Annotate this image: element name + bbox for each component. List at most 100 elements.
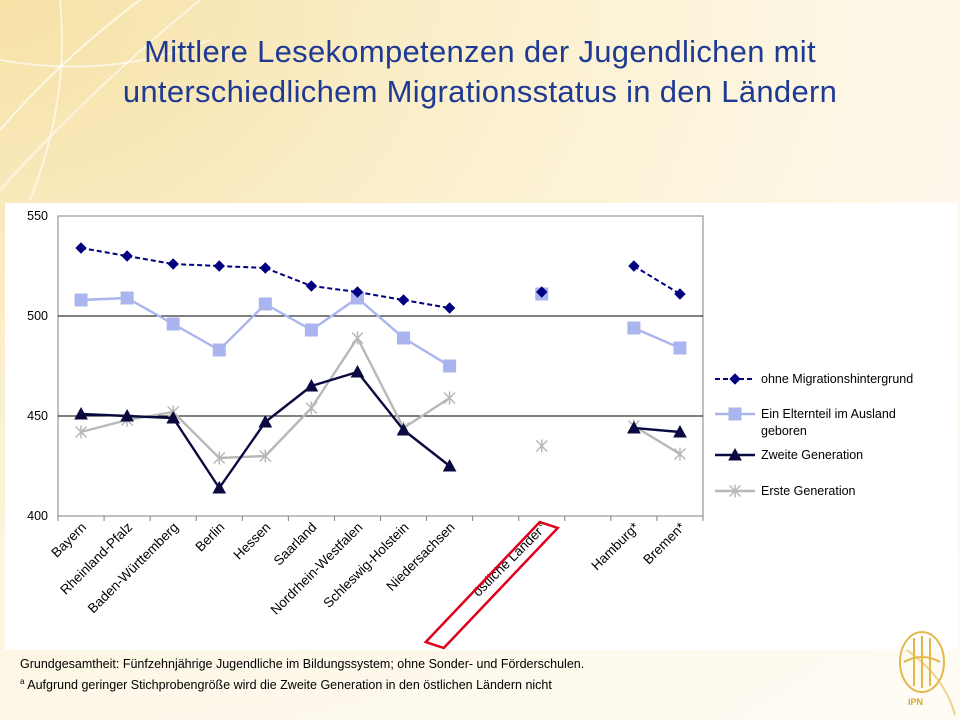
- legend-label: geboren: [761, 424, 807, 438]
- line-chart: 400450500550BayernRheinland-PfalzBaden-W…: [27, 209, 913, 650]
- footnote: Grundgesamtheit: Fünfzehnjährige Jugendl…: [20, 656, 920, 694]
- data-point-erste-generation: [443, 391, 456, 405]
- series-line-ohne-migrationshintergrund: [633, 265, 681, 295]
- y-tick-label: 550: [27, 209, 48, 223]
- series-line-erste-generation: [633, 424, 681, 456]
- data-point-ohne-migrationshintergrund: [213, 260, 225, 272]
- series-line-ohne-migrationshintergrund: [403, 299, 450, 309]
- series-line-ein-elternteil-im-ausland-geboren: [310, 297, 359, 331]
- legend-marker-ein-elternteil-im-ausland-geboren: [728, 407, 742, 421]
- legend-label: Erste Generation: [761, 484, 856, 498]
- series-line-zweite-generation: [264, 385, 313, 423]
- footnote-line-1: Grundgesamtheit: Fünfzehnjährige Jugendl…: [20, 657, 585, 671]
- data-point-ein-elternteil-im-ausland-geboren: [166, 317, 180, 331]
- data-point-ein-elternteil-im-ausland-geboren: [627, 321, 641, 335]
- legend-marker-ohne-migrationshintergrund: [729, 373, 741, 385]
- series-line-ohne-migrationshintergrund: [357, 291, 404, 301]
- data-point-ein-elternteil-im-ausland-geboren: [673, 341, 687, 355]
- series-line-ohne-migrationshintergrund: [311, 285, 358, 293]
- data-point-ohne-migrationshintergrund: [628, 260, 640, 272]
- data-point-ohne-migrationshintergrund: [443, 302, 456, 314]
- series-line-erste-generation: [264, 407, 313, 457]
- series-line-ohne-migrationshintergrund: [80, 247, 128, 257]
- series-line-ein-elternteil-im-ausland-geboren: [633, 326, 681, 350]
- series-line-erste-generation: [172, 411, 221, 459]
- series-line-ein-elternteil-im-ausland-geboren: [264, 302, 312, 332]
- ipn-logo: [899, 631, 945, 693]
- data-point-erste-generation: [535, 439, 548, 453]
- footnote-marker: a: [20, 677, 25, 686]
- data-point-zweite-generation: [442, 458, 457, 472]
- series-line-ein-elternteil-im-ausland-geboren: [218, 303, 267, 351]
- data-point-ohne-migrationshintergrund: [167, 258, 179, 270]
- legend-marker-zweite-generation: [728, 447, 742, 461]
- series-line-erste-generation: [402, 396, 451, 430]
- series-line-zweite-generation: [356, 371, 405, 431]
- title-line-1: Mittlere Lesekompetenzen der Jugendliche…: [144, 34, 816, 69]
- series-line-zweite-generation: [127, 414, 174, 420]
- series-line-ein-elternteil-im-ausland-geboren: [356, 297, 405, 339]
- data-point-ein-elternteil-im-ausland-geboren: [120, 291, 134, 305]
- series-line-zweite-generation: [172, 417, 221, 489]
- x-tick-label: Hamburg*: [588, 519, 642, 573]
- data-point-ohne-migrationshintergrund: [674, 288, 686, 300]
- data-point-ohne-migrationshintergrund: [397, 294, 410, 306]
- data-point-ein-elternteil-im-ausland-geboren: [74, 293, 88, 307]
- x-tick-label: Schleswig-Holstein: [320, 520, 411, 611]
- page-title: Mittlere Lesekompetenzen der Jugendliche…: [0, 32, 960, 112]
- series-line-erste-generation: [80, 418, 128, 434]
- series-line-ohne-migrationshintergrund: [173, 263, 220, 267]
- series-line-erste-generation: [356, 337, 405, 429]
- footnote-text: Aufgrund geringer Stichprobengröße wird …: [24, 678, 552, 693]
- legend-label: Zweite Generation: [761, 448, 863, 462]
- highlight-box: [423, 520, 561, 650]
- series-line-ein-elternteil-im-ausland-geboren: [80, 296, 128, 302]
- logo-text: IPN: [908, 697, 924, 707]
- series-line-ein-elternteil-im-ausland-geboren: [172, 322, 220, 352]
- series-line-zweite-generation: [80, 412, 128, 418]
- data-point-erste-generation: [213, 451, 226, 465]
- data-point-erste-generation: [75, 425, 88, 439]
- footnote-line-2: a Aufgrund geringer Stichprobengröße wir…: [20, 673, 920, 694]
- series-line-zweite-generation: [402, 429, 451, 467]
- data-point-erste-generation: [351, 331, 364, 345]
- series-line-ohne-migrationshintergrund: [126, 255, 174, 265]
- data-point-ein-elternteil-im-ausland-geboren: [443, 359, 457, 373]
- x-tick-label: Bremen*: [640, 519, 688, 567]
- legend-label: ohne Migrationshintergrund: [761, 372, 913, 386]
- data-point-ohne-migrationshintergrund: [305, 280, 318, 292]
- series-line-ein-elternteil-im-ausland-geboren: [402, 336, 451, 368]
- data-point-ohne-migrationshintergrund: [121, 250, 133, 262]
- data-point-ohne-migrationshintergrund: [259, 262, 272, 274]
- x-tick-label: Baden-Württemberg: [85, 520, 182, 617]
- data-point-zweite-generation: [212, 480, 227, 494]
- data-point-zweite-generation: [166, 410, 181, 424]
- data-point-zweite-generation: [120, 408, 134, 422]
- series-line-zweite-generation: [311, 370, 358, 388]
- data-point-zweite-generation: [396, 422, 411, 436]
- data-point-zweite-generation: [673, 424, 687, 438]
- x-tick-label: Bayern: [48, 520, 89, 561]
- series-line-zweite-generation: [218, 421, 267, 489]
- data-point-zweite-generation: [304, 378, 319, 392]
- data-point-ohne-migrationshintergrund: [351, 286, 364, 298]
- data-point-zweite-generation: [350, 364, 365, 378]
- title-line-2: unterschiedlichem Migrationsstatus in de…: [122, 74, 838, 109]
- x-tick-label: Hessen: [230, 520, 273, 563]
- data-point-erste-generation: [673, 447, 686, 461]
- data-point-zweite-generation: [74, 406, 88, 420]
- data-point-ein-elternteil-im-ausland-geboren: [212, 343, 226, 357]
- series-line-erste-generation: [310, 337, 359, 409]
- y-tick-label: 400: [27, 509, 48, 523]
- chart-area: 400 450 500 550 Bayern Rheinland-Pfalz Baden-W…: [5, 203, 957, 650]
- x-tick-label: östliche Ländera: [469, 518, 550, 599]
- series-line-ein-elternteil-im-ausland-geboren: [126, 296, 174, 326]
- data-point-zweite-generation: [258, 414, 273, 428]
- data-point-ein-elternteil-im-ausland-geboren: [397, 331, 411, 345]
- series-line-ohne-migrationshintergrund: [219, 265, 266, 269]
- data-point-ohne-migrationshintergrund: [75, 242, 87, 254]
- x-tick-label: Berlin: [192, 520, 227, 555]
- data-point-erste-generation: [305, 401, 318, 415]
- legend-label: Ein Elternteil im Ausland: [761, 407, 896, 421]
- data-point-ein-elternteil-im-ausland-geboren: [304, 323, 318, 337]
